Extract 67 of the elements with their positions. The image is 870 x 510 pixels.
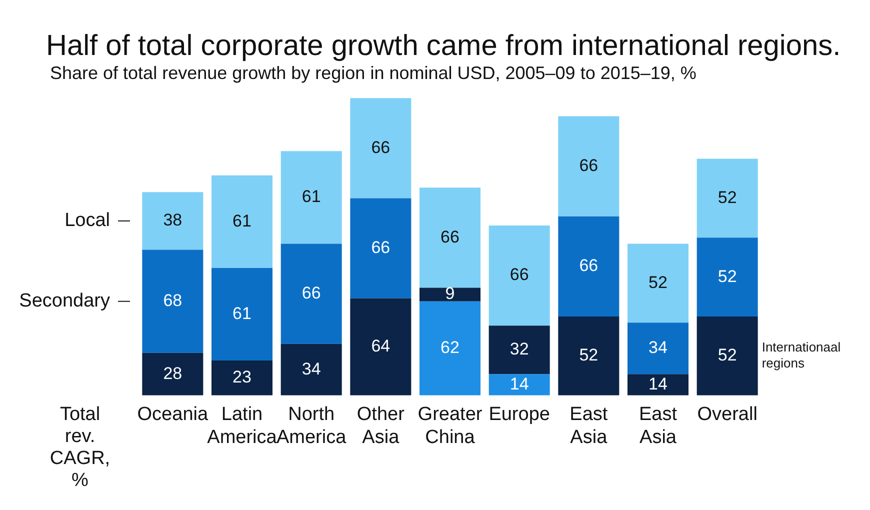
bar [280,244,342,344]
x-tick-label: East Asia [638,404,678,448]
data-label: 66 [371,238,390,257]
data-label: 64 [371,336,390,356]
bar [350,298,412,396]
data-label: 66 [579,256,598,276]
data-label: 52 [648,272,668,292]
data-label: 66 [510,265,529,284]
bar [211,175,273,268]
data-label: 32 [510,340,529,359]
data-label: 28 [163,364,182,383]
bar [280,344,342,396]
bar [142,250,204,353]
data-label: 34 [648,338,668,358]
x-tick-label: Oceania [137,404,208,426]
bar [696,158,758,238]
series-label: Local [64,210,110,232]
bar [558,216,620,317]
bar [142,192,204,250]
bar [142,352,204,396]
bar [558,316,620,396]
x-tick-label: Other Asia [356,404,406,448]
data-label: 61 [232,304,252,323]
bar [280,151,342,244]
series-label: Secondary [19,290,110,312]
data-label: 68 [163,291,182,310]
x-tick-label: East Asia [570,404,608,448]
bar [419,301,481,396]
data-label: 34 [302,359,321,378]
chart-subtitle: Share of total revenue growth by region in nominal USD, 2005–09 to 2015–19, % [50,63,696,83]
data-label: 52 [718,346,737,365]
data-label: 66 [371,138,390,157]
bar [627,322,689,374]
data-label: 9 [445,284,455,304]
bar [488,225,550,326]
data-label: 66 [440,227,460,246]
bar [488,374,550,396]
x-tick-label: North America [276,404,347,448]
bar [696,316,758,396]
bar [558,116,620,216]
data-label: 52 [718,266,737,286]
bar [627,244,689,323]
data-label: 38 [163,210,182,230]
bar [211,360,273,396]
x-tick-label: Latin America [207,404,278,448]
chart-title: Half of total corporate growth came from international regions. [46,30,841,62]
data-label: 62 [440,338,460,358]
data-label: 14 [510,374,529,394]
data-label: 52 [718,188,737,207]
data-label: 23 [232,368,252,387]
data-label: 61 [302,187,321,206]
text: Total rev. CAGR, % [50,404,110,492]
x-tick-label: Greater China [418,404,483,448]
bar [696,238,758,317]
bar [350,198,412,298]
series-label: Internationaal regions [762,340,841,371]
data-label: 61 [232,211,252,230]
bar [627,374,689,396]
bar [419,188,481,288]
bar [350,98,412,198]
data-label: 66 [579,156,598,176]
x-tick-label: Overall [697,404,758,426]
bar [211,268,273,361]
x-tick-label: Europe [488,404,550,426]
data-label: 14 [648,374,668,394]
data-label: 52 [579,346,598,365]
data-label: 66 [302,283,321,302]
